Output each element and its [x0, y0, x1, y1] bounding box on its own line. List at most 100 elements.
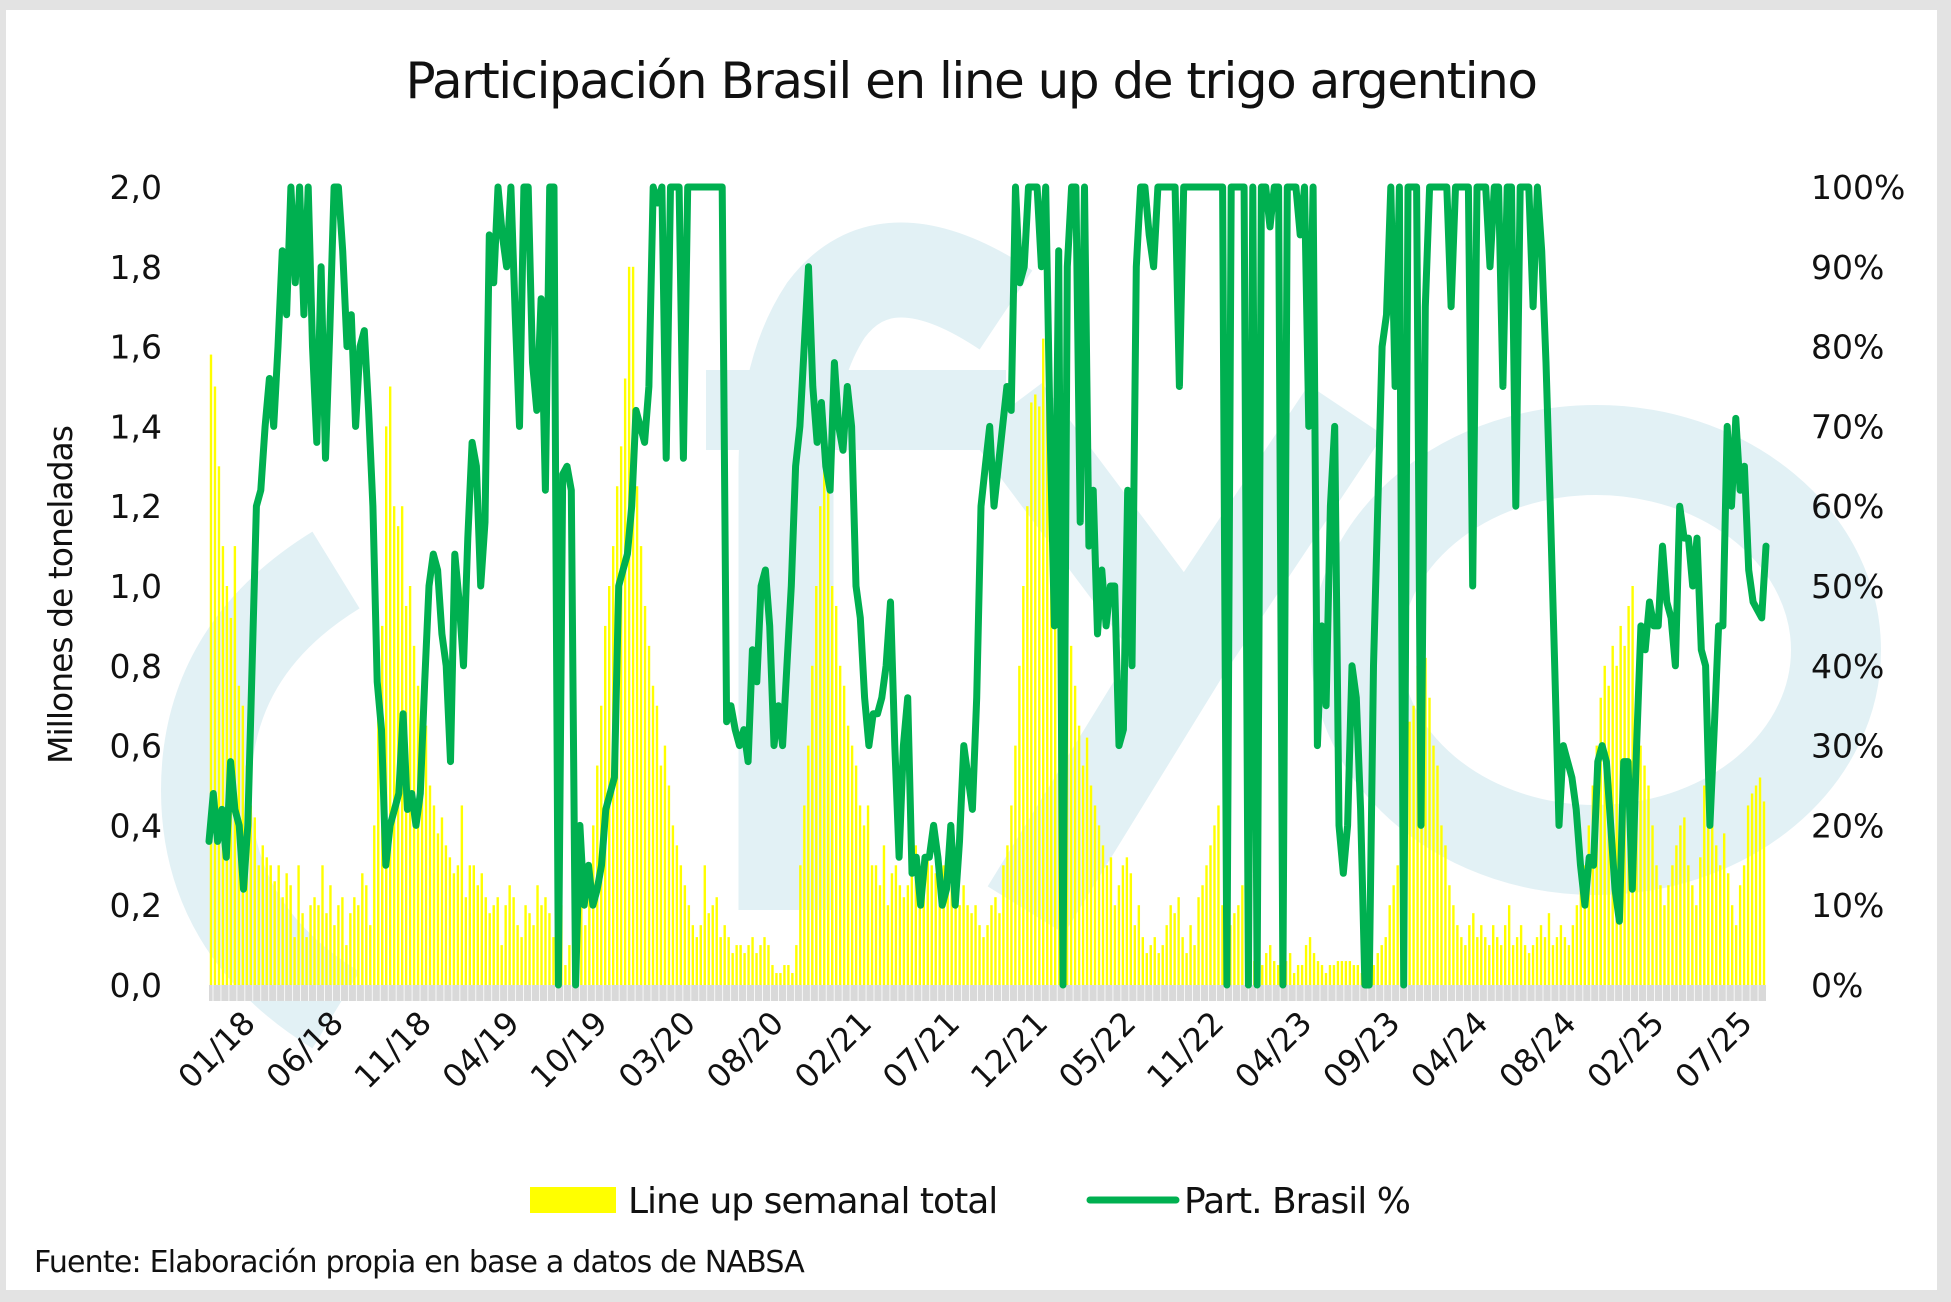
bar — [1563, 937, 1567, 985]
bar — [974, 905, 977, 985]
bar — [1320, 965, 1324, 985]
bar — [548, 913, 551, 985]
bar — [1177, 897, 1180, 985]
legend: Line up semanal total Part. Brasil % — [530, 1181, 1411, 1222]
bar — [1539, 925, 1543, 985]
x-tick-label: 02/25 — [1579, 1004, 1671, 1096]
x-tick-label: 03/20 — [611, 1004, 703, 1096]
bar — [1754, 785, 1758, 985]
bar — [301, 913, 304, 985]
bar — [982, 937, 985, 985]
bar — [902, 897, 906, 985]
bar — [1181, 937, 1184, 985]
legend-line-label: Part. Brasil % — [1184, 1181, 1410, 1222]
bar — [946, 845, 949, 985]
bar — [711, 905, 714, 985]
bar — [1456, 925, 1459, 985]
bar — [1408, 721, 1411, 985]
bar — [1157, 953, 1160, 985]
y-tick-label-left: 1,8 — [110, 248, 162, 287]
bar — [1038, 406, 1041, 985]
bar — [257, 865, 260, 985]
bar — [1209, 845, 1212, 985]
bar — [1296, 965, 1300, 985]
bar — [1101, 845, 1105, 985]
bar — [1543, 937, 1547, 985]
bar — [1484, 937, 1487, 985]
bar — [1428, 697, 1431, 985]
bar — [265, 857, 268, 985]
bar — [1496, 937, 1499, 985]
bar — [321, 865, 324, 985]
bar — [1093, 805, 1097, 985]
bar — [1026, 506, 1029, 985]
bar — [448, 857, 452, 985]
bar — [671, 825, 675, 985]
bar — [675, 845, 679, 985]
bar — [807, 745, 810, 985]
x-axis-ticks: 01/1806/1811/1804/1910/1903/2008/2002/21… — [171, 1004, 1760, 1096]
bar — [1555, 937, 1559, 985]
bar — [1396, 865, 1399, 985]
y-axis-left-label: Millones de toneladas — [41, 426, 80, 764]
x-tick-label: 05/22 — [1051, 1004, 1143, 1096]
bar — [325, 913, 328, 985]
bar — [986, 925, 989, 985]
chart-frame: Participación Brasil en line up de trigo… — [6, 10, 1937, 1290]
bar — [687, 905, 691, 985]
y-tick-label-left: 1,2 — [110, 487, 162, 526]
bar — [313, 897, 316, 985]
bar — [1663, 905, 1666, 985]
bar — [862, 825, 866, 985]
x-tick-label: 02/21 — [787, 1004, 879, 1096]
bar — [1651, 825, 1654, 985]
bar — [1165, 925, 1168, 985]
bar — [1531, 945, 1535, 985]
bar — [795, 945, 798, 985]
bar — [233, 546, 237, 985]
bar — [910, 865, 914, 985]
bar — [1372, 965, 1375, 985]
bar — [1420, 685, 1423, 985]
bar — [369, 925, 372, 985]
y-tick-label-left: 1,6 — [110, 328, 162, 367]
bar — [990, 905, 993, 985]
bar — [1715, 845, 1718, 985]
bar — [763, 937, 766, 985]
x-tick-label: 12/21 — [963, 1004, 1055, 1096]
bar — [874, 865, 878, 985]
bar — [890, 873, 894, 985]
bar — [1081, 765, 1085, 985]
bar — [906, 885, 910, 985]
y-tick-label-left: 2,0 — [110, 168, 162, 207]
bar — [512, 897, 515, 985]
line-part-brasil — [205, 183, 1770, 989]
bar — [966, 905, 969, 985]
bar — [1511, 945, 1515, 985]
bar — [878, 885, 882, 985]
bar — [1273, 961, 1276, 985]
bar — [1559, 925, 1563, 985]
bar — [1464, 945, 1467, 985]
bar — [524, 905, 527, 985]
bar — [1707, 765, 1710, 985]
bar — [998, 913, 1001, 985]
x-tick-label: 04/19 — [435, 1004, 527, 1096]
bar — [504, 905, 507, 985]
bar — [416, 685, 420, 985]
bar — [1440, 825, 1443, 985]
bar — [392, 506, 396, 985]
bar — [1149, 945, 1152, 985]
bar — [357, 905, 360, 985]
y-axis-left-ticks: 0,0 0,2 0,4 0,6 0,8 1,0 1,2 1,4 1,6 1,8 2,0 — [110, 168, 162, 1005]
bar — [1010, 805, 1013, 985]
bar — [1671, 865, 1674, 985]
chart-svg: Participación Brasil en line up de trigo… — [34, 52, 1905, 1280]
bar — [440, 817, 444, 985]
bar — [377, 705, 380, 985]
bar — [1233, 913, 1236, 985]
bar — [1380, 945, 1383, 985]
bar — [838, 665, 842, 985]
bar — [1197, 897, 1200, 985]
bar — [1488, 945, 1491, 985]
